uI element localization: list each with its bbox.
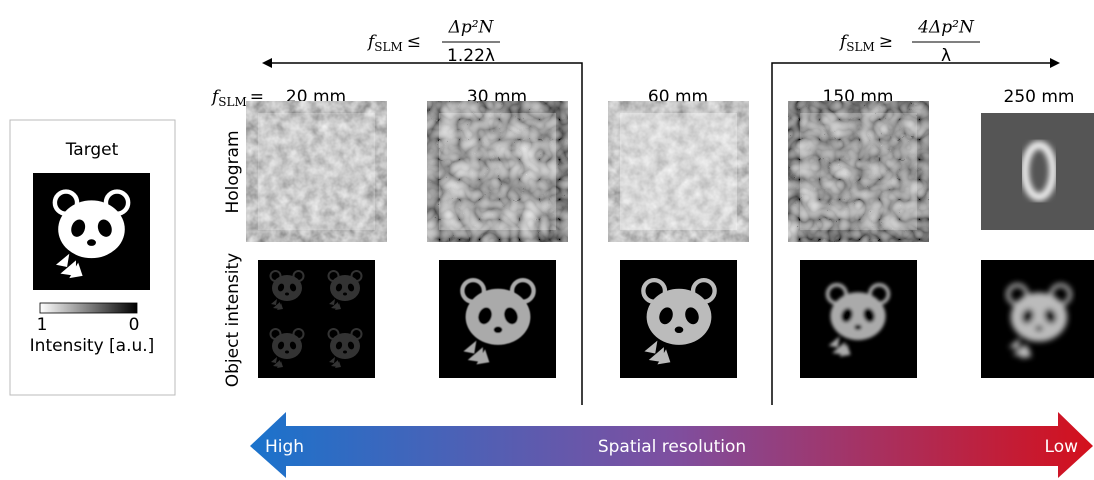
lhs: fSLM≤ xyxy=(366,32,421,54)
numerator: 4Δp²N xyxy=(917,18,975,38)
intensities xyxy=(258,260,1094,378)
arrowhead xyxy=(262,58,272,68)
hologram xyxy=(258,113,375,230)
column-label: 20 mm xyxy=(286,87,346,107)
relation: ≥ xyxy=(879,32,893,52)
relation: = xyxy=(250,87,264,107)
colorbar-min: 0 xyxy=(129,315,140,335)
colorbar xyxy=(40,303,137,313)
numerator: Δp²N xyxy=(448,18,495,38)
arrow-left-label: High xyxy=(265,437,304,457)
hologram-tint xyxy=(439,113,556,230)
condition-left: fSLM≤ Δp²N 1.22λ xyxy=(366,18,500,67)
hologram-tint xyxy=(620,113,737,230)
row-label: Object intensity xyxy=(223,253,243,387)
column-label: 60 mm xyxy=(648,87,708,107)
column-label: 250 mm xyxy=(1004,87,1075,107)
hologram xyxy=(981,113,1094,230)
colorbar-max: 1 xyxy=(37,315,48,335)
column-label: 150 mm xyxy=(823,87,894,107)
row-label: Hologram xyxy=(223,130,243,213)
lhs: fSLM≥ xyxy=(838,32,893,54)
hologram-tint xyxy=(800,113,917,230)
lhs-sub: SLM xyxy=(846,40,874,54)
arrow-right-label: Low xyxy=(1045,437,1079,457)
arrow-center-label: Spatial resolution xyxy=(598,437,746,457)
lhs-sub: SLM xyxy=(218,95,246,109)
colorbar-label: Intensity [a.u.] xyxy=(30,336,155,356)
condition-right: fSLM≥ 4Δp²N λ xyxy=(838,18,980,67)
relation: ≤ xyxy=(407,32,421,52)
arrowhead xyxy=(1050,58,1060,68)
target-title: Target xyxy=(65,140,119,160)
figure: Target 1 0 Intensity [a.u.] fSLM≤ Δp²N 1… xyxy=(0,0,1094,480)
lhs-sub: SLM xyxy=(374,40,402,54)
focal-prefix: fSLM= xyxy=(210,87,264,109)
column-label: 30 mm xyxy=(467,87,527,107)
